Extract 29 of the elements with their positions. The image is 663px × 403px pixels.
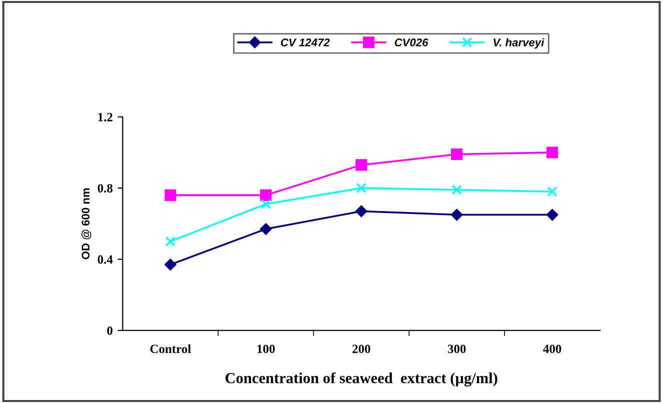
x-tick-label: 200 (352, 344, 370, 354)
point (356, 159, 368, 171)
point (546, 208, 558, 221)
point (260, 199, 271, 210)
y-tick-label: 1.2 (98, 112, 112, 122)
x-tick-label: 400 (543, 344, 562, 354)
point (260, 223, 272, 235)
point (356, 205, 368, 218)
legend-label: CV026 (394, 38, 428, 46)
point (165, 236, 176, 247)
y-tick-label: 0.8 (98, 184, 113, 193)
legend-label: V. harveyi (494, 38, 544, 49)
point (164, 258, 176, 270)
y-tick-label: 0 (107, 326, 112, 335)
x-tick-label: Control (150, 344, 191, 354)
point (260, 189, 272, 201)
legend-label: CV 12472 (280, 38, 330, 46)
point (452, 184, 462, 195)
y-axis-title: OD @ 600 nm (82, 188, 92, 260)
point (546, 146, 558, 158)
x-axis-title: Concentration of seaweed extract (µg/ml) (226, 372, 498, 386)
point (356, 182, 366, 194)
point (164, 189, 176, 201)
point (451, 148, 463, 160)
x-tick-label: 300 (448, 344, 466, 354)
y-tick-label: 0.4 (98, 255, 113, 264)
x-tick-label: 100 (257, 344, 275, 354)
point (547, 186, 558, 197)
point (450, 208, 463, 221)
